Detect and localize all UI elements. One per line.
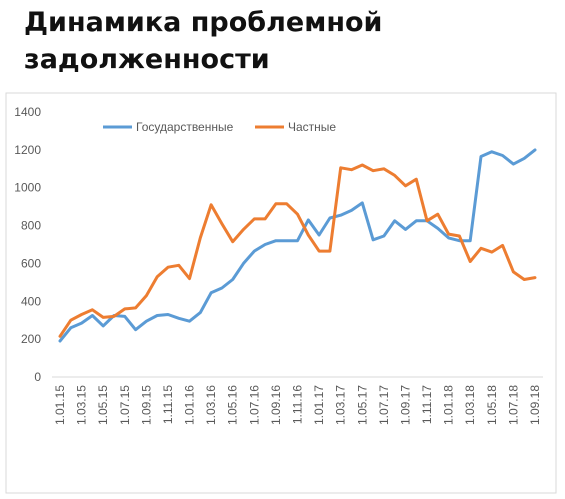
y-tick-label: 600 — [21, 256, 41, 270]
x-tick-label: 1.01.17 — [312, 385, 326, 425]
legend-item: Государственные — [103, 120, 234, 134]
x-tick-label: 1.03.18 — [463, 385, 477, 425]
series-line-1 — [58, 148, 537, 343]
x-tick-label: 1.09.15 — [139, 385, 153, 425]
x-tick-label: 1.09.17 — [398, 385, 412, 425]
x-tick-label: 1.01.16 — [183, 385, 197, 425]
x-tick-label: 1.11.15 — [161, 385, 175, 424]
legend: Государственные Частные — [103, 120, 336, 134]
chart-title: Динамика проблемной задолженности — [24, 7, 383, 75]
x-tick-label: 1.07.17 — [377, 385, 391, 425]
x-tick-label: 1.01.18 — [442, 385, 456, 425]
y-tick-label: 1200 — [14, 143, 41, 157]
x-tick-label: 1.11.17 — [420, 385, 434, 424]
x-tick-label: 1.07.18 — [506, 385, 520, 425]
x-tick-label: 1.03.15 — [75, 385, 89, 425]
y-tick-label: 0 — [34, 370, 41, 384]
x-tick-label: 1.05.15 — [96, 385, 110, 425]
chart-frame — [5, 92, 557, 494]
x-tick-label: 1.05.16 — [226, 385, 240, 425]
x-tick-label: 1.01.15 — [53, 385, 67, 425]
y-tick-label: 1000 — [14, 181, 41, 195]
x-tick-label: 1.03.17 — [334, 385, 348, 425]
y-tick-label: 400 — [21, 294, 41, 308]
x-tick-label: 1.05.18 — [485, 385, 499, 425]
legend-item: Частные — [255, 120, 336, 134]
x-tick-label: 1.11.16 — [291, 385, 305, 424]
legend-label: Государственные — [136, 120, 234, 134]
y-tick-label: 200 — [21, 332, 41, 346]
series-lines — [58, 148, 537, 343]
x-tick-label: 1.09.16 — [269, 385, 283, 425]
x-axis: 1.01.15 1.03.15 1.05.15 1.07.15 1.09.15 1.11.… — [53, 385, 542, 425]
y-tick-label: 800 — [21, 219, 41, 233]
x-tick-label: 1.05.17 — [355, 385, 369, 425]
series-line-2 — [58, 163, 537, 338]
x-tick-label: 1.07.15 — [118, 385, 132, 425]
x-tick-label: 1.09.18 — [528, 385, 542, 425]
legend-label: Частные — [288, 120, 336, 134]
y-axis: 0 200 400 600 800 1000 1200 1400 — [14, 105, 41, 384]
x-tick-label: 1.07.16 — [247, 385, 261, 425]
x-tick-label: 1.03.16 — [204, 385, 218, 425]
y-tick-label: 1400 — [14, 105, 41, 119]
